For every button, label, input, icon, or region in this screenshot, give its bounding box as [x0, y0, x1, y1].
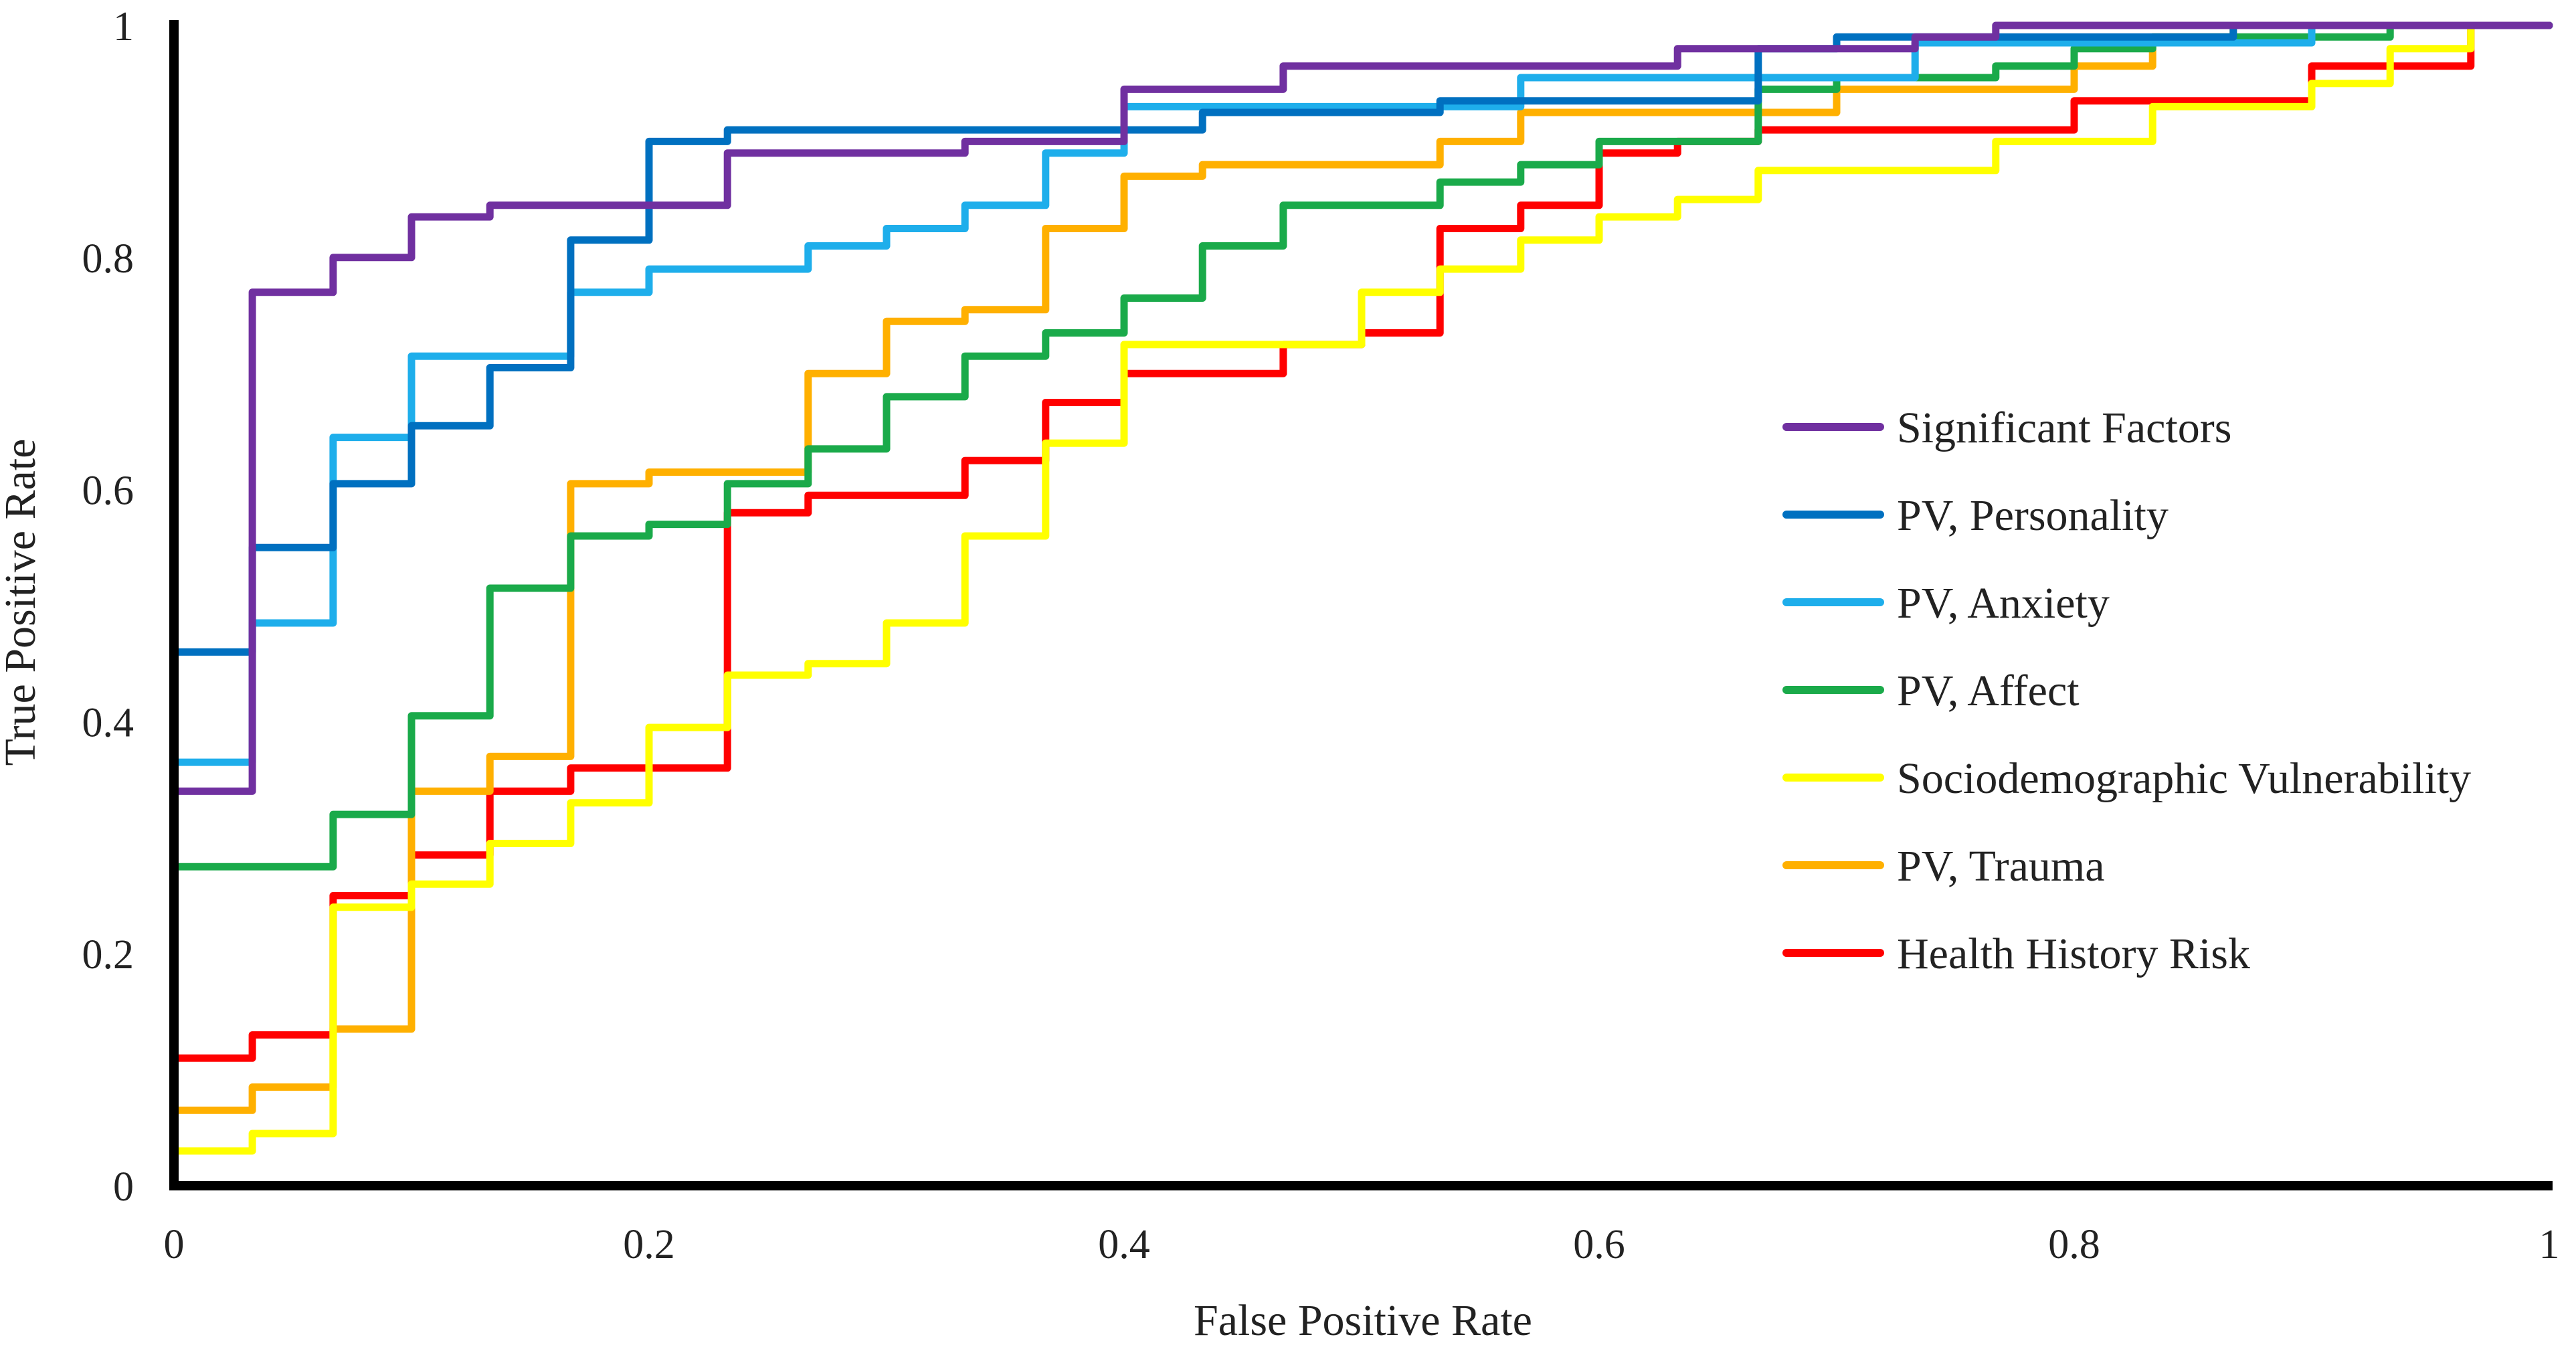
y-tick-label: 0.6	[82, 468, 134, 514]
y-tick-label: 0.8	[82, 236, 134, 282]
series-line-3	[170, 21, 2553, 766]
series-line-7	[170, 21, 2553, 1190]
legend-label: PV, Personality	[1897, 491, 2169, 540]
y-tick-label: 0.4	[82, 700, 134, 745]
legend-label: PV, Affect	[1897, 666, 2080, 715]
series-line-5	[170, 21, 2553, 1155]
series-layer	[170, 21, 2553, 1190]
y-axis-title: True Positive Rate	[0, 439, 45, 766]
legend-label: PV, Trauma	[1897, 842, 2105, 891]
legend-item: PV, Affect	[1782, 666, 2080, 715]
legend-item: PV, Anxiety	[1782, 579, 2110, 628]
x-tick-label: 0.2	[623, 1222, 675, 1267]
series-line-1	[170, 21, 2553, 795]
y-tick-label: 0.2	[82, 932, 134, 978]
legend: Significant Factors PV, Personality PV, An…	[1782, 404, 2471, 978]
x-tick-label: 1	[2539, 1222, 2560, 1267]
series-line-4	[170, 21, 2553, 871]
series-line-6	[170, 21, 2553, 1114]
legend-item: Significant Factors	[1782, 404, 2231, 452]
legend-label: Health History Risk	[1897, 929, 2250, 978]
x-tick-label: 0.4	[1098, 1222, 1150, 1267]
y-tick-label: 1	[113, 4, 134, 50]
x-tick-label: 0.6	[1573, 1222, 1625, 1267]
legend-item: Health History Risk	[1782, 929, 2250, 978]
x-tick-label: 0.8	[2048, 1222, 2100, 1267]
x-tick-label: 0	[164, 1222, 185, 1267]
legend-item: PV, Trauma	[1782, 842, 2105, 891]
legend-item: PV, Personality	[1782, 491, 2169, 540]
y-tick-label: 0	[113, 1164, 134, 1210]
tick-labels: 0 0.2 0.4 0.6 0.8 1 0 0.2 0.4 0.6 0.8 1	[82, 4, 2560, 1267]
legend-item: Sociodemographic Vulnerability	[1782, 754, 2471, 803]
legend-label: PV, Anxiety	[1897, 579, 2110, 628]
x-axis-title: False Positive Rate	[1194, 1296, 1532, 1345]
legend-label: Sociodemographic Vulnerability	[1897, 754, 2471, 803]
legend-label: Significant Factors	[1897, 404, 2231, 452]
